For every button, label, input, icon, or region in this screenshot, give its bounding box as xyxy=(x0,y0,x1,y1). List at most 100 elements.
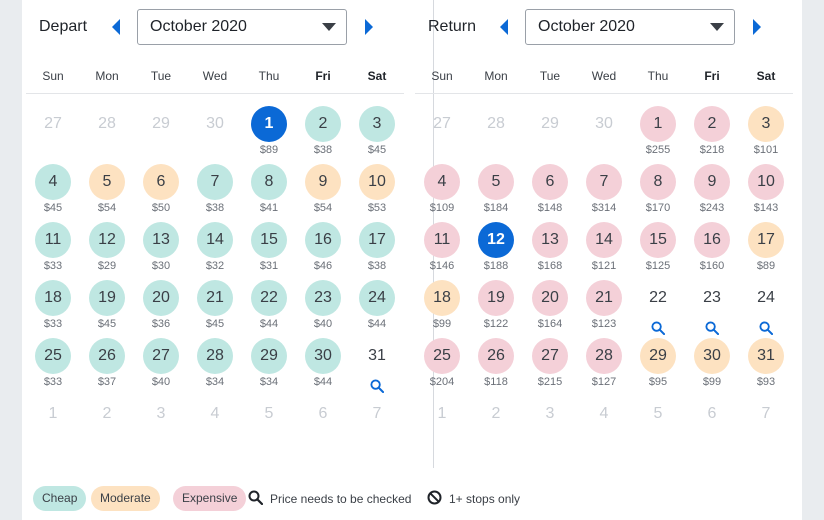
return-day-cell[interactable]: 25 $204 xyxy=(415,338,469,394)
no-entry-icon xyxy=(427,490,442,505)
depart-day-cell[interactable]: 4 $45 xyxy=(26,164,80,220)
day-number: 31 xyxy=(748,338,784,374)
return-day-cell[interactable]: 30 $99 xyxy=(685,338,739,394)
depart-day-cell[interactable]: 2 $38 xyxy=(296,106,350,162)
return-day-cell[interactable]: 15 $125 xyxy=(631,222,685,278)
depart-day-cell[interactable]: 21 $45 xyxy=(188,280,242,336)
search-icon[interactable] xyxy=(651,321,666,340)
depart-day-cell[interactable]: 11 $33 xyxy=(26,222,80,278)
depart-next-month-button[interactable] xyxy=(363,18,375,36)
depart-day-cell[interactable]: 31 xyxy=(350,338,404,394)
depart-day-cell[interactable]: 15 $31 xyxy=(242,222,296,278)
day-price: $93 xyxy=(756,376,776,388)
depart-day-cell[interactable]: 17 $38 xyxy=(350,222,404,278)
depart-day-cell[interactable]: 13 $30 xyxy=(134,222,188,278)
depart-day-cell[interactable]: 1 $89 xyxy=(242,106,296,162)
return-day-cell[interactable]: 14 $121 xyxy=(577,222,631,278)
return-day-cell[interactable]: 5 $184 xyxy=(469,164,523,220)
return-day-cell[interactable]: 19 $122 xyxy=(469,280,523,336)
return-day-cell[interactable]: 11 $146 xyxy=(415,222,469,278)
search-icon[interactable] xyxy=(705,321,720,340)
depart-day-cell[interactable]: 3 $45 xyxy=(350,106,404,162)
depart-day-cell[interactable]: 14 $32 xyxy=(188,222,242,278)
return-day-cell[interactable]: 31 $93 xyxy=(739,338,793,394)
day-price: $44 xyxy=(313,376,333,388)
depart-day-cell[interactable]: 12 $29 xyxy=(80,222,134,278)
return-day-cell[interactable]: 8 $170 xyxy=(631,164,685,220)
day-price: $29 xyxy=(97,260,117,272)
return-day-cell[interactable]: 29 $95 xyxy=(631,338,685,394)
depart-month-select[interactable]: October 2020 xyxy=(137,9,347,45)
depart-day-cell[interactable]: 26 $37 xyxy=(80,338,134,394)
day-price: $184 xyxy=(483,202,509,214)
depart-day-cell[interactable]: 8 $41 xyxy=(242,164,296,220)
return-day-cell[interactable]: 13 $168 xyxy=(523,222,577,278)
return-day-cell[interactable]: 2 $218 xyxy=(685,106,739,162)
return-day-cell[interactable]: 22 xyxy=(631,280,685,336)
depart-day-cell[interactable]: 6 $50 xyxy=(134,164,188,220)
day-number: 27 xyxy=(532,338,568,374)
return-day-cell[interactable]: 23 xyxy=(685,280,739,336)
depart-prev-month-button[interactable] xyxy=(110,18,122,36)
depart-day-cell[interactable]: 27 $40 xyxy=(134,338,188,394)
day-price: $45 xyxy=(367,144,387,156)
depart-day-cell[interactable]: 19 $45 xyxy=(80,280,134,336)
day-number: 13 xyxy=(532,222,568,258)
return-day-cell: 6 xyxy=(685,396,739,452)
depart-day-cell[interactable]: 28 $34 xyxy=(188,338,242,394)
depart-day-cell[interactable]: 5 $54 xyxy=(80,164,134,220)
depart-day-cell[interactable]: 7 $38 xyxy=(188,164,242,220)
depart-day-cell[interactable]: 9 $54 xyxy=(296,164,350,220)
depart-day-cell[interactable]: 23 $40 xyxy=(296,280,350,336)
return-day-cell[interactable]: 1 $255 xyxy=(631,106,685,162)
depart-day-cell[interactable]: 16 $46 xyxy=(296,222,350,278)
day-number: 2 xyxy=(305,106,341,142)
day-price: $40 xyxy=(151,376,171,388)
return-day-cell[interactable]: 18 $99 xyxy=(415,280,469,336)
day-number: 1 xyxy=(48,405,58,422)
return-day-cell[interactable]: 10 $143 xyxy=(739,164,793,220)
return-day-cell[interactable]: 9 $243 xyxy=(685,164,739,220)
return-label: Return xyxy=(428,18,477,35)
day-number: 1 xyxy=(251,106,287,142)
day-number: 21 xyxy=(586,280,622,316)
return-prev-month-button[interactable] xyxy=(498,18,510,36)
day-price: $38 xyxy=(367,260,387,272)
depart-day-cell[interactable]: 24 $44 xyxy=(350,280,404,336)
return-day-cell[interactable]: 28 $127 xyxy=(577,338,631,394)
day-price: $95 xyxy=(648,376,668,388)
return-day-cell[interactable]: 27 $215 xyxy=(523,338,577,394)
return-day-cell[interactable]: 3 $101 xyxy=(739,106,793,162)
return-day-cell[interactable]: 4 $109 xyxy=(415,164,469,220)
depart-day-cell[interactable]: 10 $53 xyxy=(350,164,404,220)
day-number: 10 xyxy=(748,164,784,200)
return-day-cell[interactable]: 6 $148 xyxy=(523,164,577,220)
return-day-cell[interactable]: 24 xyxy=(739,280,793,336)
day-number: 25 xyxy=(424,338,460,374)
return-next-month-button[interactable] xyxy=(751,18,763,36)
search-icon[interactable] xyxy=(370,379,385,398)
depart-day-cell[interactable]: 20 $36 xyxy=(134,280,188,336)
depart-day-cell[interactable]: 30 $44 xyxy=(296,338,350,394)
return-day-cell[interactable]: 20 $164 xyxy=(523,280,577,336)
return-month-select[interactable]: October 2020 xyxy=(525,9,735,45)
return-day-cell[interactable]: 7 $314 xyxy=(577,164,631,220)
depart-day-cell[interactable]: 29 $34 xyxy=(242,338,296,394)
depart-day-cell[interactable]: 22 $44 xyxy=(242,280,296,336)
day-number: 4 xyxy=(210,405,220,422)
day-number: 7 xyxy=(761,405,771,422)
depart-day-cell[interactable]: 25 $33 xyxy=(26,338,80,394)
return-day-cell[interactable]: 26 $118 xyxy=(469,338,523,394)
return-day-cell[interactable]: 12 $188 xyxy=(469,222,523,278)
day-price: $33 xyxy=(43,376,63,388)
return-day-cell[interactable]: 17 $89 xyxy=(739,222,793,278)
day-number: 5 xyxy=(478,164,514,200)
return-day-cell[interactable]: 21 $123 xyxy=(577,280,631,336)
day-number: 29 xyxy=(541,115,559,132)
return-day-cell[interactable]: 16 $160 xyxy=(685,222,739,278)
day-price: $36 xyxy=(151,318,171,330)
depart-day-cell[interactable]: 18 $33 xyxy=(26,280,80,336)
day-number: 5 xyxy=(264,405,274,422)
search-icon[interactable] xyxy=(759,321,774,340)
weekday-header: Thu xyxy=(647,69,669,83)
